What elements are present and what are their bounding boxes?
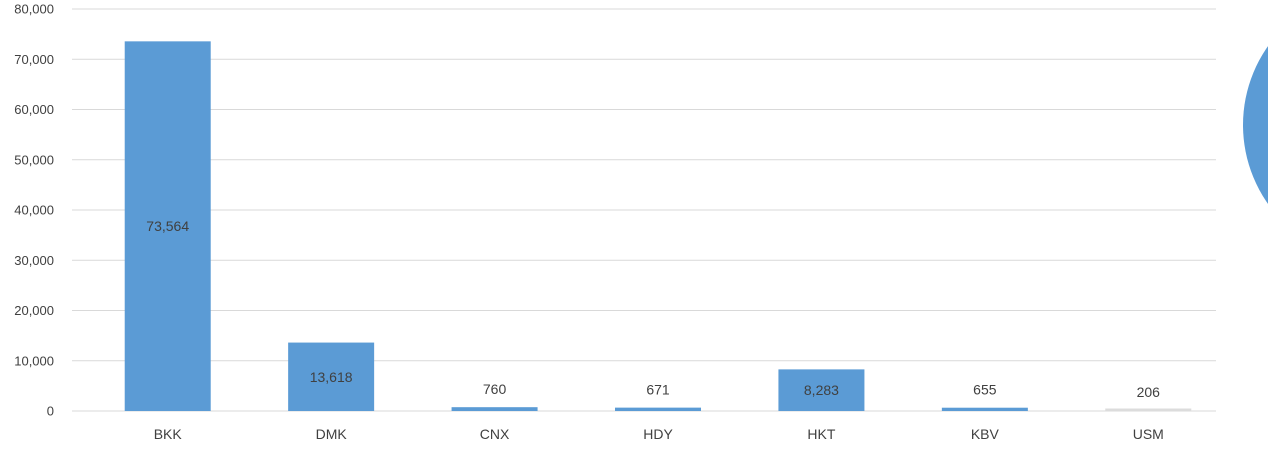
bar-hdy [615, 407, 701, 411]
bar-cnx [451, 407, 538, 411]
x-tick-label: KBV [971, 426, 1000, 442]
x-tick-label: HDY [643, 426, 673, 442]
y-tick-label: 60,000 [14, 102, 54, 117]
y-tick-label: 80,000 [14, 2, 54, 17]
data-label: 73,564 [146, 218, 189, 234]
y-tick-label: 0 [47, 404, 54, 419]
data-label: 8,283 [804, 382, 839, 398]
y-axis-tick-labels: 0 10,000 20,000 30,000 40,000 50,000 60,000 70,… [14, 2, 54, 419]
y-tick-label: 20,000 [14, 303, 54, 318]
gridlines [72, 8, 1216, 412]
pie-slice [1243, 46, 1268, 204]
x-tick-label: CNX [480, 426, 510, 442]
data-labels: 73,564 13,618 760 671 8,283 655 206 [146, 218, 1160, 400]
y-tick-label: 40,000 [14, 203, 54, 218]
bar-dmk [288, 342, 375, 411]
partial-pie-chart [1243, 46, 1268, 204]
y-tick-label: 50,000 [14, 152, 54, 167]
data-label: 13,618 [310, 369, 353, 385]
x-tick-label: USM [1133, 426, 1164, 442]
bar-bkk [124, 41, 211, 411]
data-label: 206 [1137, 384, 1161, 400]
bar-hkt [778, 369, 865, 411]
x-axis-tick-labels: BKK DMK CNX HDY HKT KBV USM [154, 426, 1164, 442]
bars [124, 41, 1192, 411]
x-tick-label: DMK [316, 426, 348, 442]
x-tick-label: HKT [807, 426, 835, 442]
bar-usm [1105, 408, 1192, 411]
y-tick-label: 10,000 [14, 353, 54, 368]
data-label: 760 [483, 381, 507, 397]
data-label: 671 [646, 382, 670, 398]
data-label: 655 [973, 382, 997, 398]
x-tick-label: BKK [154, 426, 183, 442]
y-tick-label: 30,000 [14, 253, 54, 268]
y-tick-label: 70,000 [14, 52, 54, 67]
bar-kbv [941, 407, 1028, 411]
